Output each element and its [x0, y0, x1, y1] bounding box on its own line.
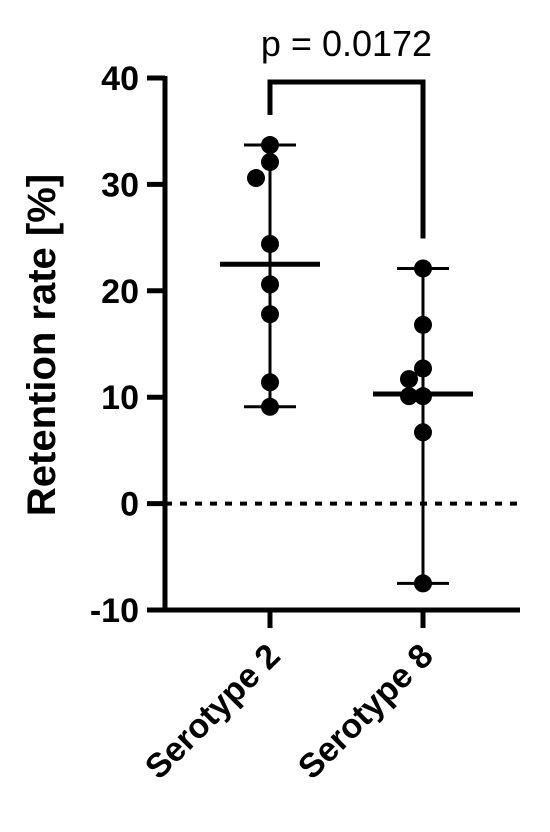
y-tick-label: 10 — [101, 379, 139, 417]
data-point — [414, 574, 432, 593]
y-tick-label: 20 — [101, 273, 139, 311]
data-point — [261, 136, 279, 155]
data-groups — [220, 136, 473, 593]
data-point — [261, 234, 279, 253]
significance-annotation: p = 0.0172 — [261, 23, 432, 239]
data-group — [220, 136, 320, 416]
data-point — [400, 370, 418, 389]
y-tick-label: -10 — [90, 592, 139, 630]
significance-bracket — [267, 79, 426, 239]
data-point — [261, 153, 279, 172]
data-point — [414, 259, 432, 278]
data-point — [414, 423, 432, 442]
data-point — [247, 169, 265, 188]
p-value-label: p = 0.0172 — [261, 23, 432, 64]
data-point — [261, 275, 279, 294]
data-point — [261, 397, 279, 416]
axes: -10 0 10 20 30 40 Serotype 2 Serotype 8 — [90, 60, 520, 787]
y-tick-label: 0 — [120, 486, 139, 524]
y-axis-title: Retention rate [%] — [20, 174, 64, 516]
x-category-label: Serotype 2 — [138, 637, 288, 787]
y-tick-label: 40 — [101, 60, 139, 98]
data-point — [261, 373, 279, 392]
data-point — [261, 305, 279, 324]
data-point — [414, 359, 432, 378]
data-point — [400, 387, 418, 406]
data-group — [373, 259, 473, 593]
data-point — [414, 315, 432, 334]
y-tick-label: 30 — [101, 166, 139, 204]
data-point — [414, 387, 432, 406]
x-category-label: Serotype 8 — [291, 637, 441, 787]
